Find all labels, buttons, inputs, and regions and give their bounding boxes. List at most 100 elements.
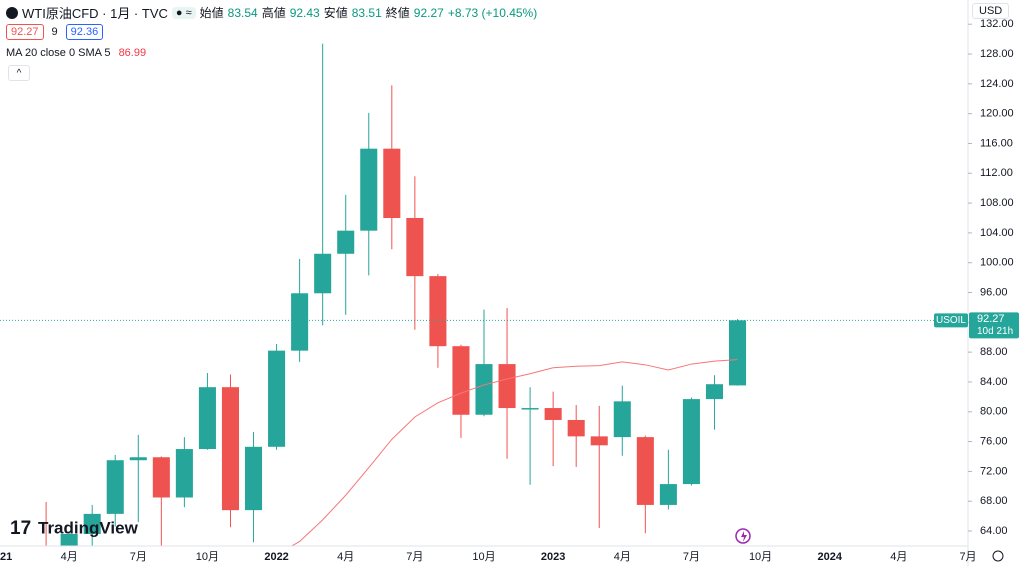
candle-body	[268, 350, 286, 447]
y-tick-label: 100.00	[980, 257, 1014, 269]
y-tick-label: 76.00	[980, 435, 1008, 447]
indicator-row: MA 20 close 0 SMA 5 86.99	[6, 47, 146, 59]
indicator-value: 86.99	[118, 47, 147, 59]
watermark: TradingView	[38, 518, 139, 537]
candle-body	[613, 401, 631, 438]
x-tick-label: 2023	[541, 551, 565, 563]
x-tick-label: 10月	[472, 551, 495, 563]
close: 92.27	[413, 5, 444, 20]
x-tick-label: 7月	[959, 551, 976, 563]
x-tick-label: 7月	[406, 551, 423, 563]
price-tag-label: 92.27	[977, 313, 1005, 325]
status[interactable]: ● ≈	[171, 6, 196, 19]
plot-area	[0, 43, 968, 566]
candle-body	[475, 364, 493, 415]
candle-body	[544, 408, 562, 420]
symbol-icon	[6, 6, 18, 19]
y-tick-label: 124.00	[980, 78, 1014, 90]
candle-body	[152, 457, 170, 498]
ask[interactable]: 92.36	[65, 24, 104, 40]
collapse-button[interactable]: ^	[8, 65, 30, 81]
indicator[interactable]: MA 20 close 0 SMA 5	[6, 47, 111, 59]
y-tick-label: 84.00	[980, 376, 1008, 388]
x-tick-label: 10月	[196, 551, 219, 563]
x-tick-label: 2022	[264, 551, 288, 563]
candle-body	[291, 293, 309, 351]
y-tick-label: 72.00	[980, 465, 1008, 477]
y-tick-label: 132.00	[980, 18, 1014, 30]
high-label: 高値	[261, 6, 286, 20]
x-tick-label: 4月	[614, 551, 631, 563]
x-tick-label: 4月	[890, 551, 907, 563]
event-icon[interactable]	[735, 528, 751, 544]
bid[interactable]: 92.27	[6, 24, 44, 40]
x-tick-label: 7月	[130, 551, 147, 563]
candle-body	[314, 253, 332, 294]
candle-body	[682, 399, 700, 485]
candle-body	[221, 387, 240, 511]
y-tick-label: 128.00	[980, 48, 1014, 60]
candle-body	[659, 484, 677, 505]
high: 92.43	[289, 5, 320, 20]
open: 83.54	[227, 5, 258, 20]
low: 83.51	[351, 5, 382, 20]
event-icon	[741, 531, 747, 542]
candle-body	[590, 436, 608, 446]
candle-body	[360, 148, 378, 231]
countdown: 10d 21h	[977, 326, 1013, 337]
candle-body	[38, 550, 55, 566]
symbol[interactable]: WTI原油CFD · 1月 · TVC	[22, 6, 168, 21]
spread: 9	[51, 26, 58, 38]
y-tick-label: 116.00	[980, 137, 1013, 149]
candle-body	[106, 460, 124, 514]
y-tick-label: 120.00	[980, 108, 1014, 120]
candle-body	[83, 513, 101, 535]
candle-body	[429, 276, 447, 347]
legend-row: WTI原油CFD · 1月 · TVC ● ≈ 始値 83.54 高値 92.43 …	[6, 3, 537, 22]
x-tick-label: 7月	[683, 551, 700, 563]
candle-body	[383, 148, 401, 218]
y-tick-label: 96.00	[980, 286, 1008, 298]
open-label: 始値	[199, 6, 224, 20]
y-tick-label: 104.00	[980, 227, 1014, 239]
candle-body	[129, 457, 147, 461]
low-label: 安値	[323, 6, 348, 20]
candle-body	[175, 449, 193, 498]
y-tick-label: 112.00	[980, 167, 1013, 179]
symbol-tag	[934, 313, 968, 328]
y-tick-label: 64.00	[980, 525, 1008, 537]
settings-icon[interactable]	[992, 550, 1004, 562]
logo-mark: 17	[10, 518, 31, 539]
ma-line	[290, 359, 738, 546]
candle-body	[521, 408, 539, 410]
y-tick-label: 108.00	[980, 197, 1014, 209]
y-tick-label: 88.00	[980, 346, 1008, 358]
axes: 64.0068.0072.0076.0080.0084.0088.0092.00…	[0, 18, 1019, 563]
quote-row: 92.27 9 92.36	[6, 24, 104, 40]
candle-body	[636, 437, 654, 505]
close-label: 終値	[385, 6, 410, 20]
change: +8.73 (+10.45%)	[447, 5, 538, 20]
x-tick-label: 2024	[817, 551, 842, 563]
x-tick-label: 4月	[337, 551, 354, 563]
symbol-tag-label: USOIL	[936, 315, 966, 326]
candle-body	[337, 230, 355, 254]
candle-body	[198, 387, 216, 450]
candle-body	[244, 446, 263, 511]
price-tag	[969, 312, 1019, 339]
y-tick-label: 68.00	[980, 495, 1008, 507]
x-tick-label: 10月	[749, 551, 772, 563]
candle-body	[498, 364, 516, 409]
x-tick-label: 4月	[61, 551, 78, 563]
candle-body	[728, 320, 747, 386]
candle-body	[705, 384, 724, 400]
candle-body	[60, 534, 78, 546]
y-tick-label: 80.00	[980, 406, 1008, 418]
currency[interactable]: USD	[972, 3, 1010, 19]
candle-body	[452, 346, 470, 415]
candle-body	[406, 217, 424, 277]
x-tick-label: 2021	[0, 551, 12, 563]
